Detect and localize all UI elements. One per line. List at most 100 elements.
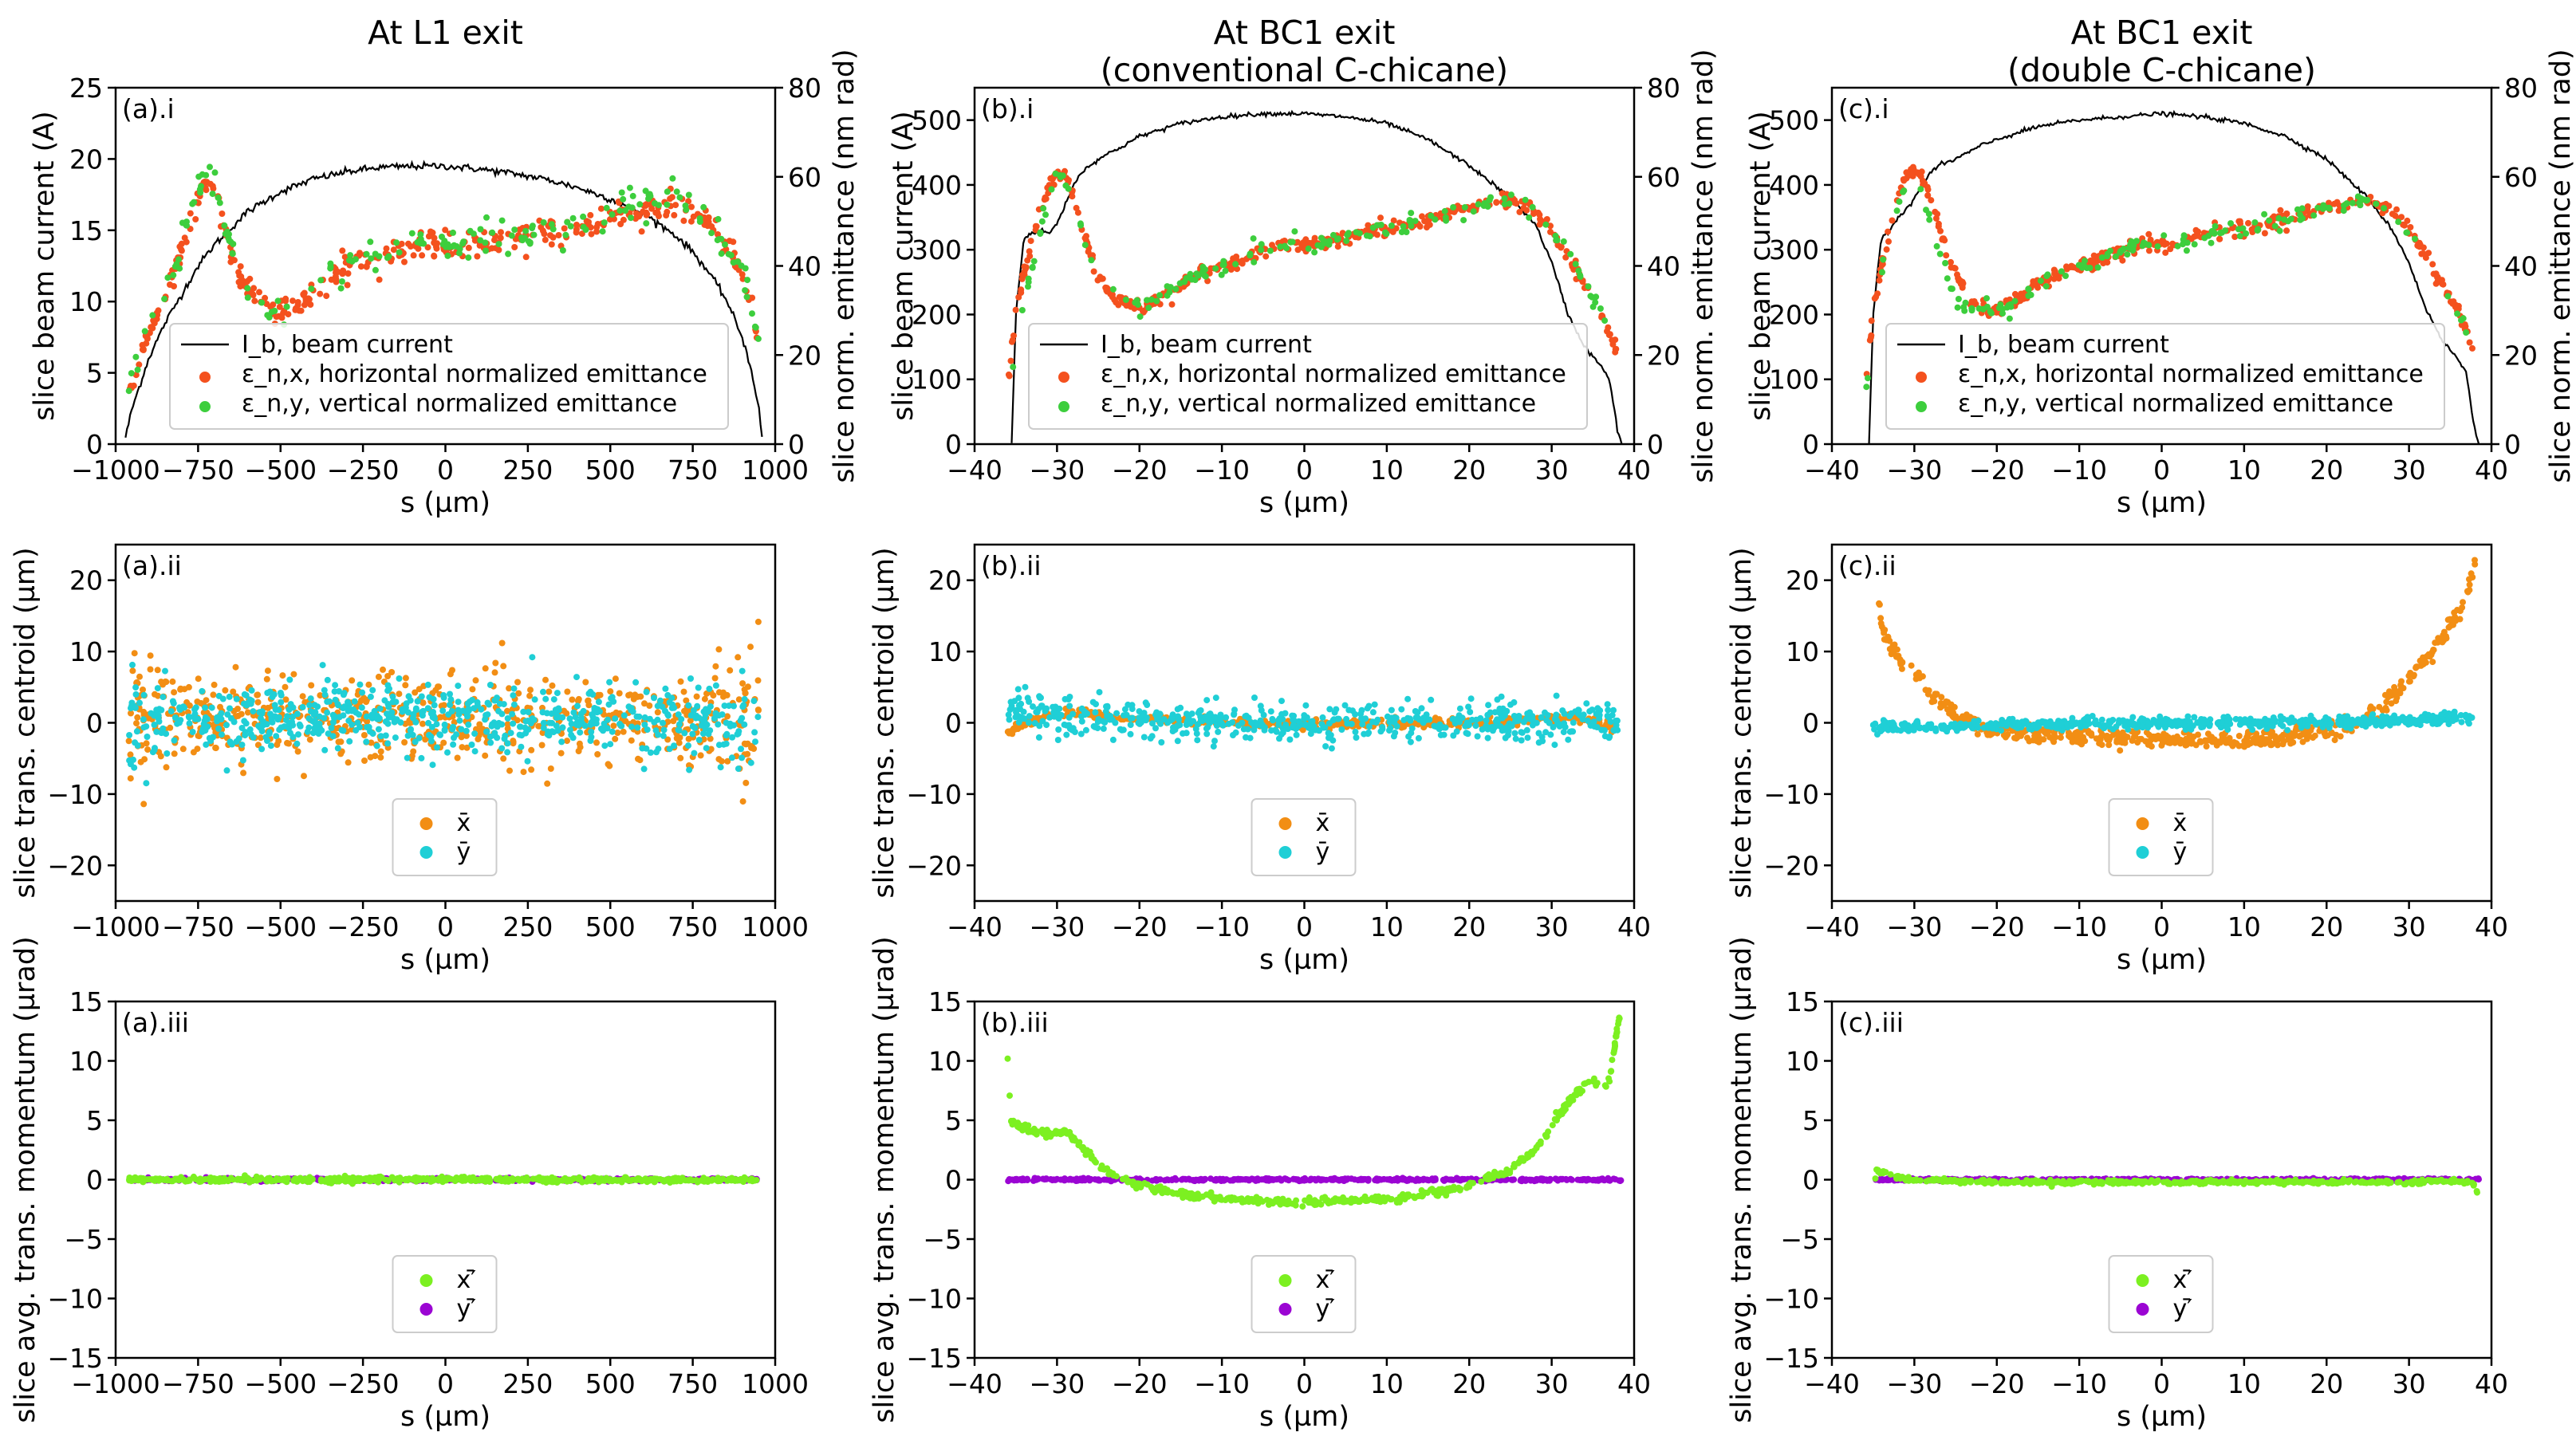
data-point <box>2188 738 2195 744</box>
data-point <box>329 733 337 740</box>
data-point <box>641 714 648 721</box>
data-point <box>610 722 617 730</box>
data-point <box>1048 186 1055 193</box>
data-point <box>2014 734 2021 742</box>
data-point <box>510 685 518 692</box>
data-point <box>477 237 484 244</box>
data-point <box>155 692 161 699</box>
column-title-2-0: At BC1 exit <box>2071 14 2253 52</box>
data-point <box>581 722 589 730</box>
x-tick-label: 10 <box>2227 454 2261 486</box>
data-point <box>1561 720 1568 727</box>
data-point <box>567 222 574 230</box>
data-point <box>2252 735 2259 742</box>
data-point <box>641 721 648 728</box>
data-point <box>687 712 695 719</box>
data-point <box>1260 711 1267 718</box>
data-point <box>414 238 421 246</box>
data-point <box>1040 205 1047 212</box>
data-point <box>1943 698 1950 705</box>
x-tick-label: −40 <box>947 454 1002 486</box>
legend-box <box>169 323 729 430</box>
data-point <box>1908 662 1915 669</box>
y-tick-label: 10 <box>69 636 103 667</box>
data-point <box>350 706 356 713</box>
data-point <box>669 175 676 182</box>
data-point <box>673 734 680 742</box>
data-point <box>2011 297 2019 305</box>
data-point <box>663 212 670 218</box>
data-point <box>1938 694 1945 701</box>
data-point <box>2331 200 2338 207</box>
data-point <box>1243 734 1249 741</box>
data-point <box>363 250 370 258</box>
y2-axis-label: slice norm. emittance (nm rad) <box>2545 49 2576 482</box>
data-point <box>1486 197 1493 204</box>
data-point <box>217 703 223 710</box>
data-point <box>459 240 467 247</box>
data-point <box>2400 221 2407 228</box>
x-tick-label: 1000 <box>742 911 809 942</box>
data-point <box>249 290 256 297</box>
data-point <box>1553 237 1560 244</box>
y2-tick-label: 40 <box>1647 251 1680 282</box>
x-tick-label: 0 <box>1296 454 1313 486</box>
data-point <box>2379 210 2386 217</box>
data-point <box>295 731 301 738</box>
data-point <box>1090 268 1097 275</box>
data-point <box>1534 209 1542 216</box>
data-point <box>585 702 593 709</box>
data-point <box>1598 726 1605 734</box>
data-point <box>750 746 758 752</box>
data-point <box>2168 738 2175 746</box>
data-point <box>559 724 566 731</box>
data-point <box>1204 718 1211 725</box>
data-point <box>324 709 331 716</box>
data-point <box>1160 716 1168 723</box>
legend-dot-emit-y <box>1058 401 1069 412</box>
data-point <box>570 709 577 716</box>
data-point <box>416 686 423 693</box>
data-point <box>1212 694 1219 702</box>
data-point <box>472 677 479 684</box>
data-point <box>2044 271 2051 278</box>
data-point <box>311 719 318 726</box>
data-point <box>2030 737 2037 744</box>
data-point <box>201 179 208 185</box>
data-point <box>282 683 289 691</box>
data-point <box>408 230 416 237</box>
data-point <box>268 309 275 316</box>
data-point <box>278 314 286 321</box>
x-tick-label: 20 <box>1452 454 1486 486</box>
data-point <box>372 250 379 258</box>
data-point <box>463 727 470 734</box>
data-point <box>1137 719 1144 726</box>
data-point <box>2167 246 2174 253</box>
x-axis-label: s (µm) <box>400 487 490 519</box>
data-point <box>455 711 463 718</box>
data-point <box>483 712 490 718</box>
data-point <box>676 721 683 728</box>
data-point <box>540 688 546 695</box>
x-tick-label: −20 <box>1112 454 1168 486</box>
data-point <box>129 667 136 675</box>
data-point <box>2124 251 2131 258</box>
data-point <box>455 683 462 690</box>
data-point <box>1924 186 1932 193</box>
data-point <box>1007 357 1014 364</box>
data-point <box>484 699 491 706</box>
data-point <box>1522 196 1529 203</box>
data-point <box>352 256 359 263</box>
data-point <box>605 701 612 708</box>
data-point <box>564 218 571 226</box>
data-point <box>1561 710 1568 717</box>
data-point <box>1597 305 1604 312</box>
data-point <box>492 659 499 667</box>
data-point <box>283 303 290 310</box>
data-point <box>1305 245 1312 252</box>
data-point <box>1353 718 1361 726</box>
data-point <box>151 320 158 327</box>
legend-label: ε_n,x, horizontal normalized emittance <box>1958 360 2424 388</box>
data-point <box>1203 730 1211 738</box>
data-point <box>264 312 271 319</box>
